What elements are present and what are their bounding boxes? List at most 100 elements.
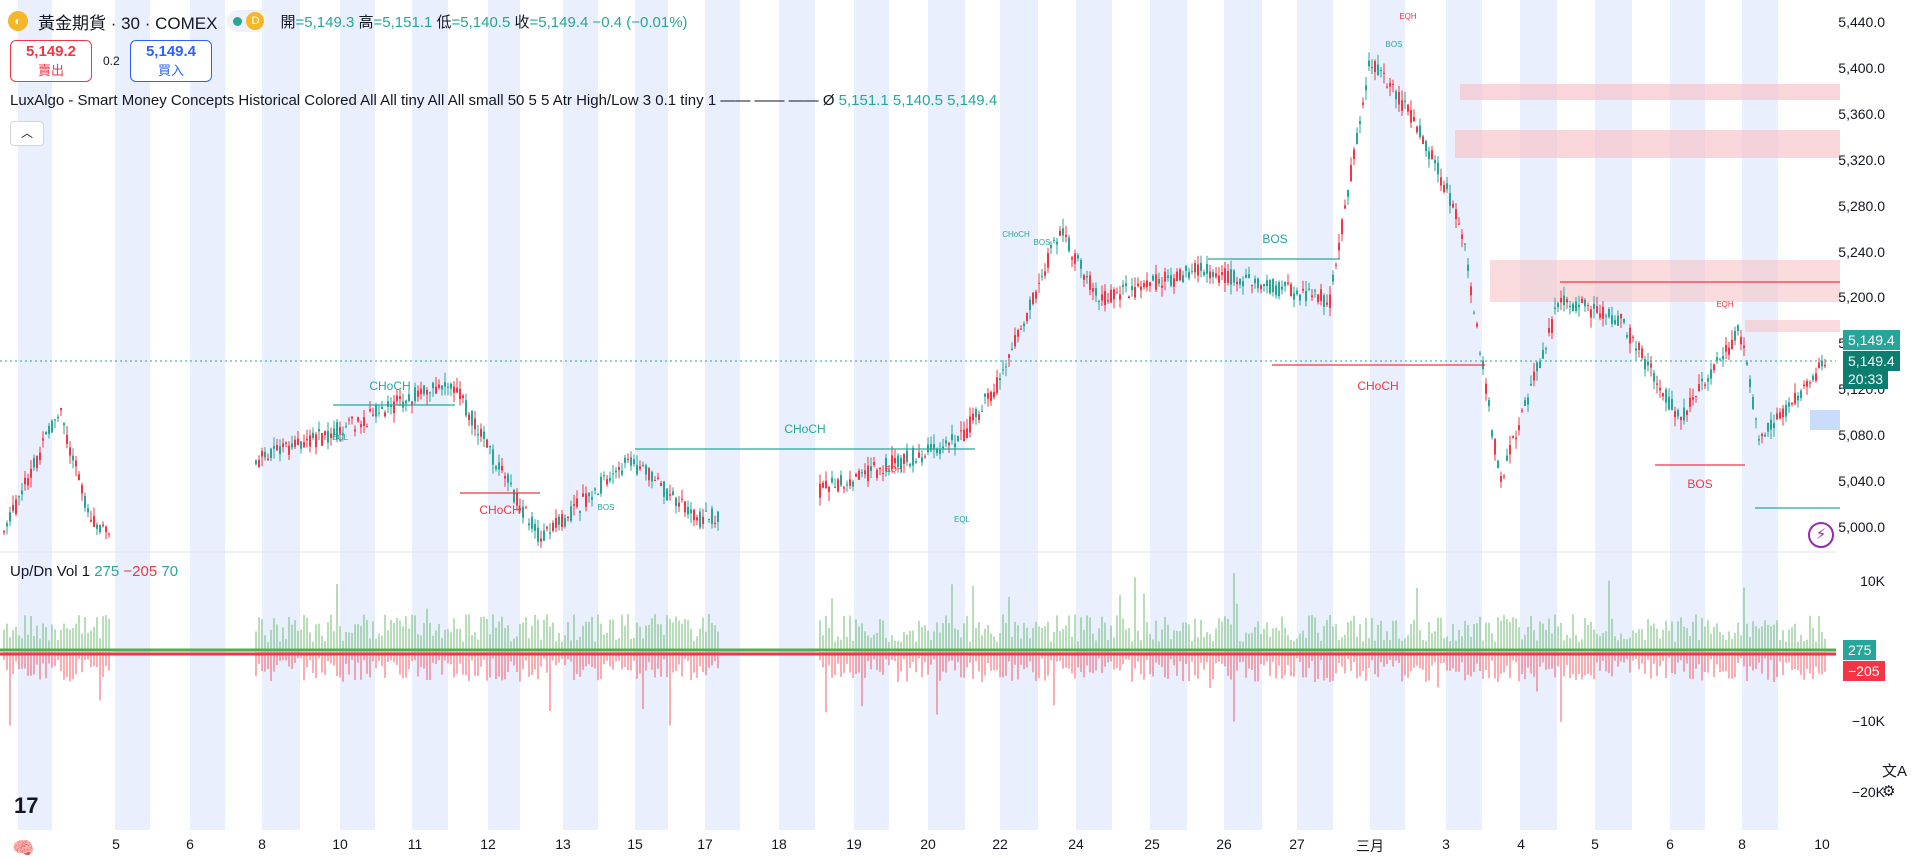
candle-body xyxy=(1614,319,1616,325)
candle-body xyxy=(93,515,95,527)
session-band xyxy=(488,0,520,830)
candle-body xyxy=(339,427,341,434)
lightning-icon[interactable]: ⚡ xyxy=(1808,522,1834,548)
smc-label: CHoCH xyxy=(369,379,410,393)
candle-body xyxy=(1005,366,1007,368)
candle-body xyxy=(63,423,65,426)
candle-body xyxy=(879,468,881,470)
candle-body xyxy=(66,434,68,445)
candle-body xyxy=(1638,342,1640,350)
candle-body xyxy=(993,391,995,398)
candle-body xyxy=(1617,315,1619,326)
candle-body xyxy=(72,455,74,461)
candle-body xyxy=(531,516,533,529)
candle-body xyxy=(1611,315,1613,324)
collapse-legend-button[interactable]: ︿ xyxy=(10,121,44,146)
candle-body xyxy=(1599,313,1601,318)
candle-body xyxy=(441,385,443,390)
candle-body xyxy=(669,494,671,496)
candle-body xyxy=(1146,280,1148,288)
candle-body xyxy=(1656,383,1658,385)
buy-button[interactable]: 5,149.4 買入 xyxy=(130,40,212,82)
candle-body xyxy=(438,384,440,388)
candle-body xyxy=(309,435,311,447)
candle-body xyxy=(267,458,269,460)
candle-body xyxy=(1278,282,1280,297)
candle-body xyxy=(483,431,485,439)
candle-body xyxy=(363,417,365,426)
candle-body xyxy=(1782,408,1784,418)
time-axis-label: 8 xyxy=(258,836,266,852)
candle-body xyxy=(495,466,497,470)
candle-body xyxy=(711,508,713,525)
candle-body xyxy=(1044,271,1046,276)
candle-body xyxy=(618,467,620,471)
candle-body xyxy=(1635,348,1637,351)
time-axis-label: 26 xyxy=(1216,836,1232,852)
candle-body xyxy=(1803,384,1805,387)
candle-body xyxy=(1458,223,1460,225)
candle-body xyxy=(1449,193,1451,206)
time-axis-label: 11 xyxy=(407,836,423,852)
candle-body xyxy=(33,457,35,468)
candle-body xyxy=(1794,392,1796,404)
candle-body xyxy=(1257,278,1259,289)
candle-body xyxy=(1410,110,1412,123)
session-band xyxy=(854,0,889,830)
candle-body xyxy=(870,466,872,471)
candle-body xyxy=(522,506,524,518)
candle-body xyxy=(291,443,293,448)
candle-body xyxy=(1170,275,1172,286)
candle-body xyxy=(1641,348,1643,358)
market-status-pill[interactable]: D xyxy=(227,10,271,32)
session-band xyxy=(1224,0,1262,830)
smc-label: CHoCH xyxy=(784,422,825,436)
time-axis-label: 25 xyxy=(1144,836,1160,852)
candle-body xyxy=(1221,272,1223,275)
candle-body xyxy=(609,477,611,481)
smc-label: EQH xyxy=(1399,12,1417,21)
spread-value: 0.2 xyxy=(103,54,120,68)
candle-body xyxy=(606,478,608,485)
candle-body xyxy=(1002,369,1004,371)
session-band xyxy=(190,0,225,830)
candle-body xyxy=(867,465,869,482)
candle-body xyxy=(960,430,962,432)
candle-body xyxy=(1800,390,1802,398)
candle-body xyxy=(1353,149,1355,160)
volume-legend[interactable]: Up/Dn Vol 1 275 −205 70 xyxy=(10,563,179,580)
candle-body xyxy=(990,391,992,401)
candle-body xyxy=(96,524,98,529)
candle-body xyxy=(1335,264,1337,266)
candle-body xyxy=(294,439,296,447)
candle-body xyxy=(1383,72,1385,74)
candle-body xyxy=(630,457,632,466)
candle-body xyxy=(1122,285,1124,288)
tradingview-logo-icon[interactable]: 17 xyxy=(14,793,39,818)
translate-icon[interactable]: 文A xyxy=(1882,763,1908,780)
price-axis-label: 5,040.0 xyxy=(1838,473,1885,489)
candle-body xyxy=(1500,476,1502,482)
candle-body xyxy=(1761,434,1763,437)
candle-body xyxy=(1632,336,1634,338)
candle-body xyxy=(1017,330,1019,337)
candle-body xyxy=(1671,399,1673,410)
candle-body xyxy=(702,516,704,524)
settings-gear-icon[interactable]: ⚙ xyxy=(1882,783,1896,800)
candle-body xyxy=(942,446,944,449)
candle-body xyxy=(1539,361,1541,369)
candle-body xyxy=(1254,278,1256,284)
candle-body xyxy=(327,430,329,443)
symbol-title[interactable]: 黃金期貨 · 30 · COMEX xyxy=(38,13,218,33)
candle-body xyxy=(696,517,698,521)
candle-body xyxy=(555,517,557,528)
session-band xyxy=(340,0,375,830)
smc-label: CHoCH xyxy=(479,503,520,517)
candle-body xyxy=(57,416,59,419)
candle-body xyxy=(1515,437,1517,440)
candle-body xyxy=(558,516,560,525)
sell-button[interactable]: 5,149.2 賣出 xyxy=(10,40,92,82)
indicator-legend[interactable]: LuxAlgo - Smart Money Concepts Historica… xyxy=(10,92,998,109)
brain-icon[interactable]: 🧠 xyxy=(12,838,35,858)
